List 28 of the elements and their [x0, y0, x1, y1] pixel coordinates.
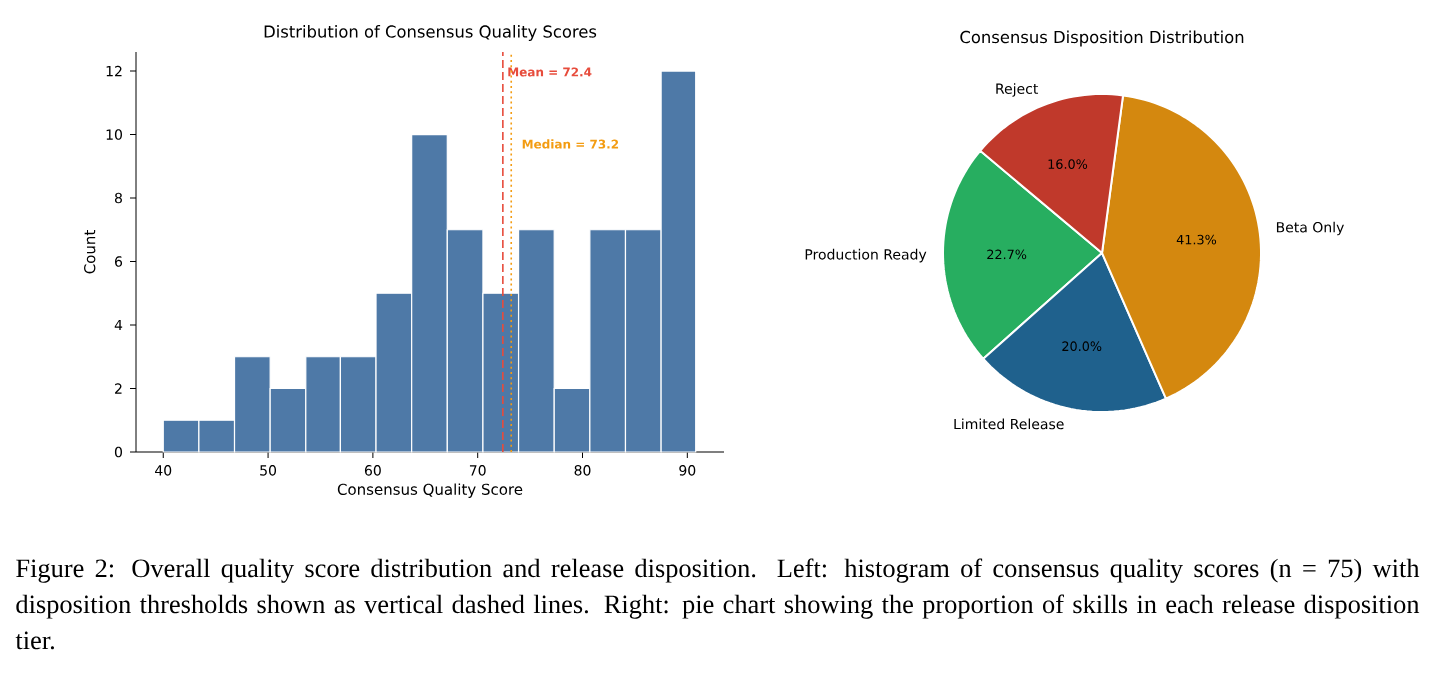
y-tick-label: 8 [114, 192, 122, 204]
ref-line-label: Median = 73.2 [522, 139, 619, 149]
y-tick-label: 4 [114, 319, 123, 331]
x-axis-title: Consensus Quality Score [337, 483, 523, 498]
y-tick-label: 6 [115, 256, 123, 267]
chart-title: Distribution of Consensus Quality Scores [264, 25, 597, 41]
x-tick-label: 60 [364, 465, 381, 476]
x-tick-label: 40 [155, 465, 172, 476]
data-label: 16.0% [1048, 159, 1088, 169]
slice-label: Production Ready [805, 248, 927, 263]
y-tick-label: 12 [106, 65, 122, 77]
slice-label: Limited Release [954, 418, 1064, 430]
data-label: 22.7% [987, 249, 1027, 260]
x-tick-label: 50 [260, 465, 277, 476]
slice-label: Reject [996, 83, 1039, 97]
y-tick-label: 10 [106, 129, 122, 140]
chart-title: Consensus Disposition Distribution [960, 30, 1244, 47]
slice-label: Beta Only [1276, 221, 1344, 236]
caption: Figure 2: Overall quality score distribution and release disposition. Left: histogram of consensus quality scores (n = 75) with disposition thresholds shown as vertical dashed lines. Right: pie chart showing the proportion of skills in each release disposition tier. [15, 558, 1420, 650]
x-tick-label: 70 [469, 465, 486, 476]
x-tick-label: 90 [679, 465, 696, 476]
x-tick-label: 80 [574, 465, 591, 476]
data-label: 20.0% [1062, 341, 1102, 352]
ref-line-label: Mean = 72.4 [508, 67, 592, 77]
y-tick-label: 2 [115, 383, 122, 394]
data-label: 41.3% [1176, 234, 1217, 245]
y-axis-title: Count [84, 230, 96, 274]
y-tick-label: 0 [114, 446, 122, 458]
